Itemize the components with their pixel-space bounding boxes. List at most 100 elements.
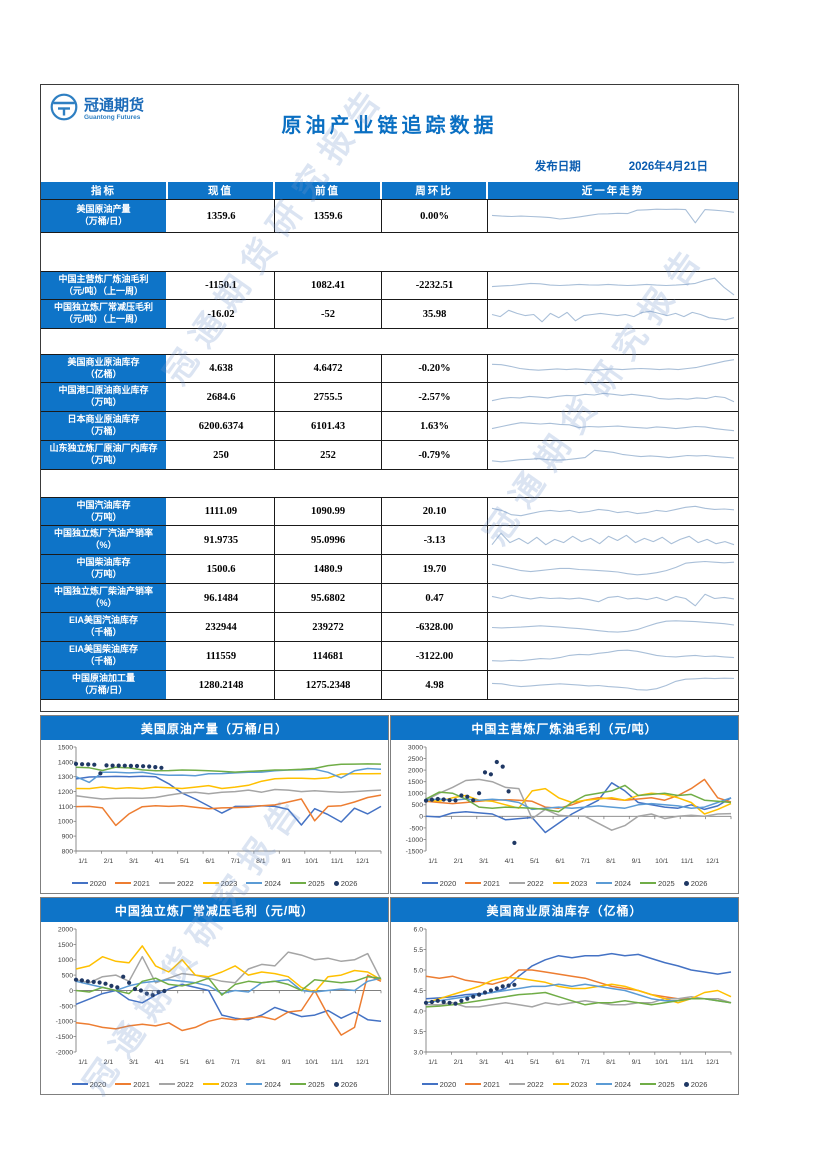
svg-text:3/1: 3/1 — [479, 1059, 489, 1066]
chart-legend: 2020 2021 2022 2023 2024 2025 2026 — [391, 873, 738, 893]
indicator-name-cell: 美国商业原油库存 （亿桶） — [41, 355, 168, 382]
legend-swatch — [596, 881, 613, 885]
legend-item-2025: 2025 — [640, 1080, 675, 1089]
wow-change-cell: -2.57% — [382, 383, 488, 411]
current-value-cell: -1150.1 — [168, 272, 275, 299]
publish-date-row: 发布日期 2026年4月21日 — [535, 158, 708, 174]
trend-chart-svg: 800 900 1000 1100 1200 1300 1400 1500 1/1 2/1 3/1 4… — [58, 744, 382, 865]
svg-text:11/1: 11/1 — [331, 858, 344, 865]
legend-swatch — [683, 880, 689, 886]
trend-chart: 800 900 1000 1100 1200 1300 1400 1500 1/1 2/1 3/1 4… — [41, 740, 388, 873]
indicator-unit: （万桶/日） — [79, 685, 128, 695]
chart-legend: 2020 2021 2022 2023 2024 2025 2026 — [41, 873, 388, 893]
svg-text:11/1: 11/1 — [331, 1059, 344, 1066]
legend-swatch — [202, 881, 219, 885]
svg-text:3/1: 3/1 — [129, 1059, 139, 1066]
svg-text:9/1: 9/1 — [282, 1059, 292, 1066]
svg-text:6.0: 6.0 — [414, 926, 424, 933]
legend-label: 2023 — [220, 878, 238, 888]
legend-label: 2025 — [308, 1079, 325, 1089]
chart-china-independent-refinery-margin: 中国独立炼厂常减压毛利（元/吨） -2000 -1500 -1000 -500 0 500… — [40, 897, 389, 1095]
svg-text:1300: 1300 — [58, 774, 73, 781]
indicator-unit: （万桶） — [85, 426, 122, 436]
indicator-name: 中国原油加工量 — [71, 673, 135, 684]
legend-item-2021: 2021 — [465, 879, 500, 888]
sparkline-cell — [488, 498, 738, 525]
current-value-cell: 91.9735 — [168, 526, 275, 554]
svg-text:6/1: 6/1 — [555, 858, 565, 865]
legend-item-2023: 2023 — [552, 879, 587, 888]
legend-item-2025: 2025 — [290, 1080, 325, 1089]
legend-label: 2020 — [89, 1079, 107, 1089]
indicator-name: 中国独立炼厂柴油产销率 — [53, 586, 153, 597]
svg-text:8/1: 8/1 — [256, 858, 266, 865]
svg-text:2500: 2500 — [408, 756, 423, 763]
previous-value-cell: 239272 — [275, 613, 382, 641]
table-spacer — [41, 329, 738, 354]
sparkline-cell — [488, 355, 738, 382]
svg-text:5/1: 5/1 — [180, 858, 190, 865]
legend-item-2023: 2023 — [202, 878, 238, 888]
legend-swatch — [246, 881, 263, 885]
svg-text:12/1: 12/1 — [706, 858, 719, 865]
previous-value-cell: 252 — [275, 441, 382, 469]
publish-date-value: 2026年4月21日 — [628, 161, 708, 173]
svg-text:6/1: 6/1 — [555, 1059, 565, 1066]
previous-value-cell: 4.6472 — [275, 355, 382, 382]
wow-change-cell: 20.10 — [382, 498, 488, 525]
svg-text:3/1: 3/1 — [479, 858, 489, 865]
sparkline-cell — [488, 526, 738, 554]
svg-text:4/1: 4/1 — [505, 858, 515, 865]
chart-title: 美国原油产量（万桶/日） — [41, 716, 388, 740]
indicator-name-cell: 美国原油产量 （万桶/日） — [41, 200, 168, 232]
legend-label: 2022 — [526, 1079, 544, 1089]
table-row: EIA美国柴油库存 （千桶） 111559 114681 -3122.00 — [41, 642, 738, 671]
wow-change-cell: 0.47 — [382, 584, 488, 612]
indicator-unit: （千桶） — [85, 656, 122, 666]
current-value-cell: 1359.6 — [168, 200, 275, 232]
legend-label: 2026 — [340, 878, 358, 888]
legend-item-2024: 2024 — [596, 879, 631, 888]
sparkline — [491, 619, 735, 633]
svg-text:5/1: 5/1 — [530, 1059, 540, 1066]
svg-text:10/1: 10/1 — [305, 858, 318, 865]
legend-item-2026: 2026 — [333, 878, 358, 888]
legend-swatch — [552, 1082, 569, 1086]
legend-item-2022: 2022 — [508, 879, 544, 888]
legend-swatch — [333, 1081, 339, 1087]
legend-item-2022: 2022 — [158, 879, 194, 888]
sparkline-cell — [488, 200, 738, 232]
svg-text:3.5: 3.5 — [414, 1029, 424, 1036]
legend-label: 2021 — [133, 1079, 150, 1089]
charts-grid: 美国原油产量（万桶/日） 800 900 1000 1100 1200 1300 1400 1… — [40, 715, 739, 1095]
svg-text:6/1: 6/1 — [205, 1059, 215, 1066]
svg-text:0: 0 — [419, 814, 423, 821]
svg-text:4/1: 4/1 — [155, 1059, 165, 1066]
svg-text:4.5: 4.5 — [414, 988, 424, 995]
svg-text:3/1: 3/1 — [129, 858, 139, 865]
indicator-unit: （%） — [90, 598, 117, 608]
legend-label: 2026 — [690, 878, 708, 888]
indicator-name-cell: 中国独立炼厂柴油产销率 （%） — [41, 584, 168, 612]
table-row: 中国港口原油商业库存 （万吨） 2684.6 2755.5 -2.57% — [41, 383, 738, 412]
svg-text:1100: 1100 — [58, 804, 73, 811]
indicator-name-cell: 中国主营炼厂炼油毛利 （元/吨）（上一周） — [41, 272, 168, 299]
sparkline-cell — [488, 613, 738, 641]
current-value-cell: 6200.6374 — [168, 412, 275, 440]
previous-value-cell: -52 — [275, 300, 382, 328]
sparkline — [491, 277, 735, 296]
legend-label: 2021 — [133, 878, 150, 888]
legend-swatch — [333, 880, 339, 886]
wow-change-cell: -6328.00 — [382, 613, 488, 641]
column-header: 周环比 — [382, 182, 488, 199]
svg-text:9/1: 9/1 — [632, 1059, 642, 1066]
legend-swatch — [290, 881, 307, 885]
company-logo: 冠通期货 Guantong Futures — [49, 92, 144, 127]
svg-text:5/1: 5/1 — [530, 858, 540, 865]
svg-text:9/1: 9/1 — [282, 858, 292, 865]
svg-text:2/1: 2/1 — [454, 1059, 464, 1066]
previous-value-cell: 1359.6 — [275, 200, 382, 232]
legend-swatch — [465, 881, 482, 885]
trend-chart: -2000 -1500 -1000 -500 0 500 1000 1500 2000 1/1 2/… — [41, 922, 388, 1074]
table-row: 中国汽油库存 （万吨） 1111.09 1090.99 20.10 — [41, 497, 738, 526]
